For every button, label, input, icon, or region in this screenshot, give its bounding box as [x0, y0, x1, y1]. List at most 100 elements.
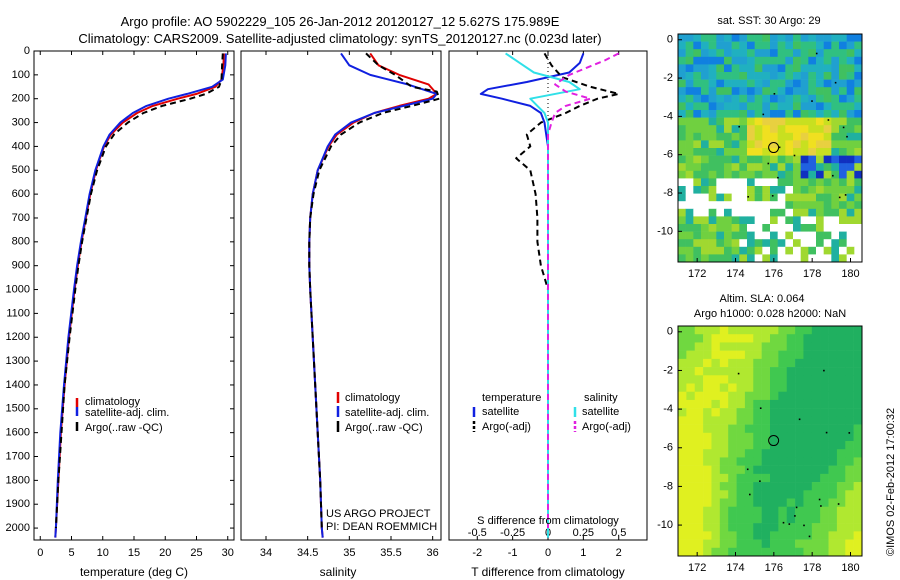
map-cell — [816, 170, 824, 179]
map-cell — [839, 155, 847, 164]
map-cell — [719, 449, 729, 458]
map-cell — [678, 506, 687, 516]
map-cell — [820, 408, 829, 417]
y-tick-label: -6 — [663, 442, 673, 454]
map-cell — [711, 465, 721, 475]
map-cell — [754, 208, 763, 217]
map-cell — [803, 473, 813, 483]
coast-dot — [834, 81, 837, 84]
map-cell — [839, 208, 847, 217]
x-tick-label: 20 — [159, 547, 171, 559]
map-cell — [800, 186, 809, 194]
map-cell — [854, 224, 863, 232]
map-cell — [786, 506, 796, 516]
map-cell — [770, 41, 778, 50]
map-cell — [820, 391, 829, 401]
map-cell — [778, 367, 788, 376]
map-cell — [793, 224, 801, 232]
y-tick-label: 1200 — [6, 331, 30, 343]
map-cell — [816, 72, 824, 80]
map-cell — [716, 239, 725, 248]
map-cell — [828, 514, 838, 524]
map-cell — [736, 539, 746, 549]
map-cell — [701, 201, 709, 210]
map-cell — [786, 391, 796, 401]
map-cell — [828, 399, 838, 409]
map-cell — [816, 208, 824, 217]
map-cell — [803, 506, 813, 516]
map-cell — [836, 367, 846, 376]
map-cell — [839, 178, 847, 187]
map-cell — [800, 41, 809, 50]
map-cell — [716, 49, 725, 58]
map-cell — [816, 186, 824, 194]
map-cell — [820, 531, 829, 540]
series-t-argo-adj- — [515, 52, 620, 529]
map-cell — [831, 155, 840, 164]
map-cell — [836, 482, 846, 491]
map-cell — [831, 79, 840, 88]
map-cell — [686, 326, 696, 335]
map-cell — [762, 125, 771, 134]
map-cell — [854, 216, 863, 225]
map-cell — [762, 110, 771, 118]
map-cell — [778, 506, 788, 516]
map-cell — [816, 41, 824, 50]
map-cell — [728, 383, 737, 393]
map-cell — [694, 523, 704, 532]
map-cell — [823, 186, 832, 194]
map-cell — [708, 72, 717, 80]
map-cell — [831, 254, 840, 263]
y-tick-label: 1600 — [6, 427, 30, 439]
map-cell — [754, 201, 763, 210]
map-cell — [703, 506, 712, 516]
map-cell — [747, 170, 755, 179]
coast-dot — [842, 126, 845, 129]
map-cell — [728, 531, 737, 540]
map-cell — [747, 140, 755, 149]
map-cell — [708, 132, 717, 141]
map-cell — [808, 140, 817, 149]
map-cell — [800, 178, 809, 187]
map-cell — [678, 490, 687, 499]
map-cell — [736, 432, 746, 442]
map-cell — [708, 117, 717, 126]
map-cell — [686, 375, 696, 384]
y-tick-label: 1100 — [6, 307, 30, 319]
map-cell — [808, 246, 817, 255]
map-cell — [770, 163, 778, 172]
map-cell — [754, 87, 763, 96]
coast-dot — [798, 418, 801, 421]
title-line-2: Climatology: CARS2009. Satellite-adjuste… — [78, 31, 601, 46]
map-cell — [716, 231, 725, 240]
map-cell — [685, 94, 694, 103]
map-cell — [777, 49, 786, 58]
map-cell — [678, 399, 687, 409]
map-cell — [820, 490, 829, 499]
temperature-legend: climatology satellite-adj. clim. Argo(..… — [75, 396, 169, 434]
map-cell — [744, 449, 754, 458]
map-cell — [703, 498, 712, 508]
map-cell — [811, 424, 821, 434]
map-cell — [747, 254, 755, 263]
map-cell — [836, 506, 846, 516]
map-cell — [762, 178, 771, 187]
map-cell — [845, 506, 854, 516]
map-cell — [708, 56, 717, 65]
x-tick-label: 176 — [765, 562, 783, 574]
y-tick-label: -4 — [663, 403, 673, 415]
map-cell — [800, 56, 809, 65]
map-cell — [719, 498, 729, 508]
map-cell — [694, 375, 704, 384]
y-tick-label: 2000 — [6, 522, 30, 534]
map-cell — [786, 523, 796, 532]
map-cell — [823, 41, 832, 50]
map-cell — [839, 79, 847, 88]
map-cell — [785, 102, 794, 111]
map-cell — [724, 170, 732, 179]
map-cell — [811, 506, 821, 516]
coast-dot — [818, 498, 821, 501]
map-cell — [736, 375, 746, 384]
map-cell — [685, 41, 694, 50]
map-cell — [786, 449, 796, 458]
